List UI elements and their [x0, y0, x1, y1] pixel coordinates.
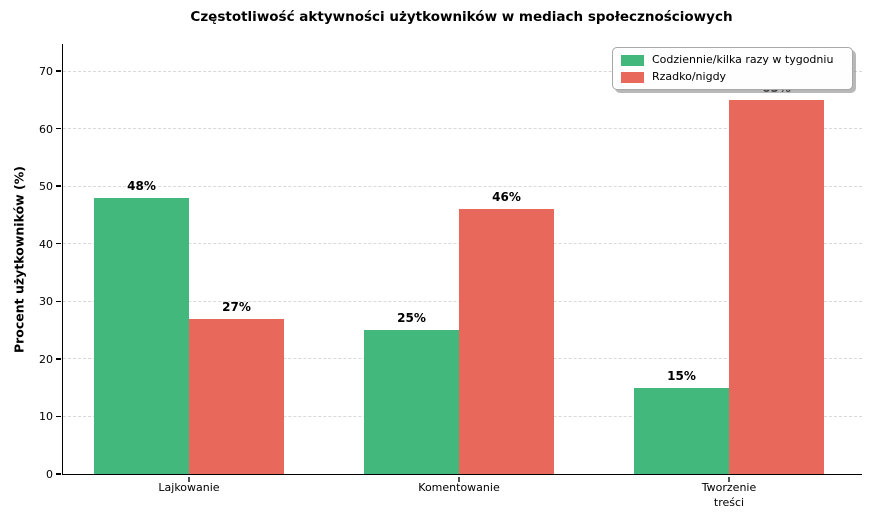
y-tick-label: 40 — [39, 237, 53, 251]
y-tick-mark — [56, 242, 61, 245]
chart-title: Częstotliwość aktywności użytkowników w … — [190, 9, 733, 25]
bar-series1-cat2 — [364, 330, 459, 474]
bar-value-label: 48% — [127, 178, 156, 193]
y-tick-label: 70 — [39, 65, 53, 78]
bar-value-label: 25% — [397, 311, 426, 326]
legend-item-label: Codziennie/kilka razy w tygodniu — [652, 53, 834, 66]
bar-value-label: 46% — [492, 190, 521, 205]
x-tick-mark — [458, 477, 460, 482]
bar-series2-cat1 — [189, 318, 284, 474]
y-tick-label: 60 — [39, 122, 53, 136]
plot-area: 01020304050607048%25%15%27%46%65%Lajkowa… — [39, 44, 862, 509]
bar-series2-cat3 — [729, 99, 824, 474]
legend: Codziennie/kilka razy w tygodniu Rzadko/n… — [612, 47, 853, 90]
bar-value-label: 15% — [667, 368, 696, 383]
legend-item-label: Rzadko/nigdy — [652, 70, 727, 83]
x-category-label: Lajkowanie — [158, 481, 220, 494]
gridline-60 — [63, 128, 862, 130]
y-axis-label: Procent użytkowników (%) — [11, 165, 27, 354]
bar-series1-cat1 — [94, 197, 189, 474]
x-category-label: Tworzenie treści — [701, 481, 757, 509]
bar-value-label: 27% — [222, 299, 251, 314]
y-tick-mark — [56, 127, 61, 130]
y-tick-mark — [56, 358, 61, 360]
y-tick-label: 10 — [39, 410, 53, 424]
legend-color-swatch — [621, 54, 644, 66]
x-tick-mark — [188, 477, 190, 482]
y-tick-label: 30 — [39, 295, 53, 309]
y-tick-mark — [56, 70, 61, 72]
y-tick-mark — [56, 473, 61, 475]
legend-color-swatch — [621, 71, 644, 83]
bar-series2-cat2 — [459, 209, 554, 474]
y-tick-label: 20 — [39, 352, 53, 366]
gridline-50 — [63, 185, 862, 187]
x-tick-mark — [728, 477, 730, 482]
y-tick-mark — [56, 300, 61, 303]
legend-item: Codziennie/kilka razy w tygodniu — [621, 53, 844, 67]
x-category-label: Komentowanie — [418, 481, 500, 494]
legend-item: Rzadko/nigdy — [621, 70, 844, 84]
y-tick-label: 0 — [46, 468, 53, 481]
y-tick-mark — [56, 415, 61, 418]
gridline-70 — [63, 70, 862, 72]
y-tick-label: 50 — [39, 180, 53, 194]
y-tick-mark — [56, 185, 61, 187]
bar-series1-cat3 — [634, 387, 729, 474]
